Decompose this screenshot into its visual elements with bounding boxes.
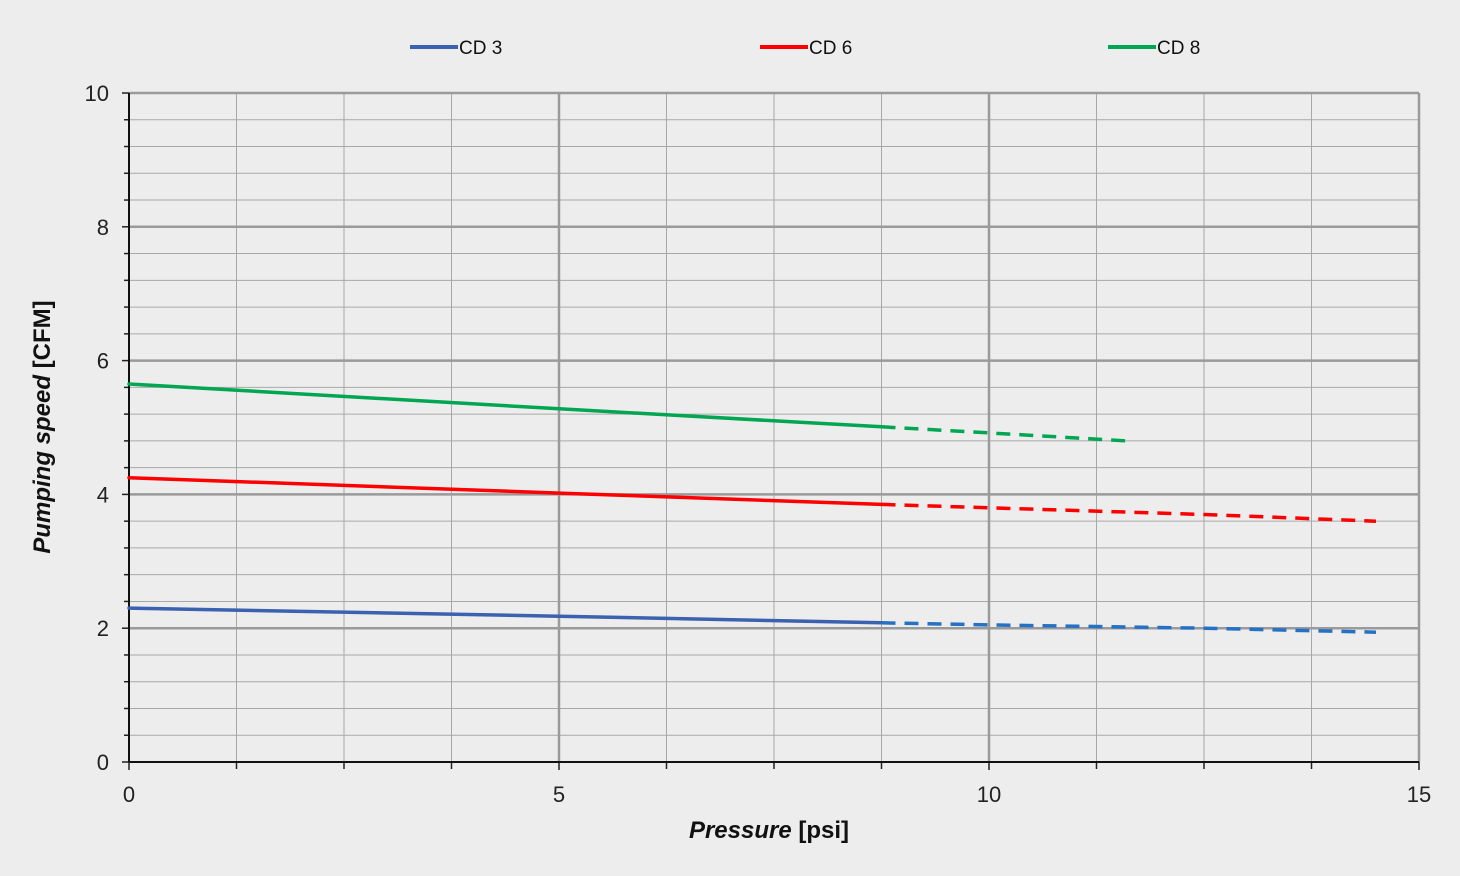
- x-tick-label: 10: [977, 782, 1001, 807]
- series-dashed-cd-3: [881, 621, 1377, 634]
- legend-label: CD 6: [809, 38, 852, 59]
- y-tick-label: 8: [97, 215, 109, 240]
- axes: [122, 92, 1420, 770]
- series-line-cd-6: [127, 475, 884, 507]
- series-dashed-cd-8: [881, 425, 1127, 443]
- series-lines: [127, 382, 1377, 634]
- y-tick-label: 4: [97, 482, 109, 507]
- series-dashed-cd-6: [881, 502, 1377, 523]
- x-tick-label: 5: [553, 782, 565, 807]
- y-tick-label: 0: [97, 750, 109, 775]
- y-axis-title: Pumping speed [CFM]: [29, 300, 56, 553]
- legend-label: CD 3: [459, 38, 502, 59]
- y-tick-label: 6: [97, 349, 109, 374]
- y-tick-label: 10: [85, 81, 109, 106]
- legend-item-cd-8: CD 8: [1108, 38, 1200, 59]
- x-axis-title: Pressure [psi]: [689, 817, 849, 844]
- tick-labels: 0 5 10 15 0 2 4 6 8 10: [85, 81, 1432, 807]
- legend-label: CD 8: [1157, 38, 1200, 59]
- series-line-cd-3: [127, 606, 884, 625]
- x-tick-label: 0: [123, 782, 135, 807]
- y-tick-label: 2: [97, 616, 109, 641]
- legend-item-cd-6: CD 6: [760, 38, 852, 59]
- series-line-cd-8: [127, 382, 884, 429]
- legend: CD 3 CD 6 CD 8: [410, 38, 1200, 59]
- x-tick-label: 15: [1407, 782, 1431, 807]
- legend-item-cd-3: CD 3: [410, 38, 502, 59]
